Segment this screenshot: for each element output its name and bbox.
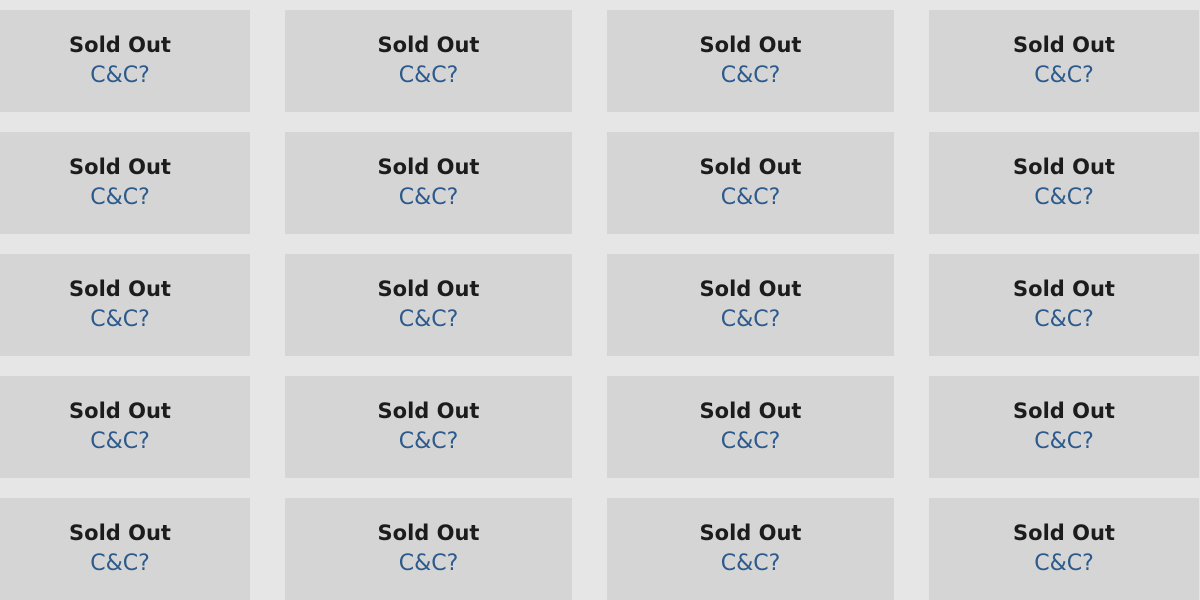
availability-tile[interactable]: Sold Out C&C? bbox=[0, 132, 250, 234]
sold-out-label: Sold Out bbox=[69, 399, 171, 423]
availability-tile[interactable]: Sold Out C&C? bbox=[285, 10, 572, 112]
sold-out-label: Sold Out bbox=[377, 521, 480, 545]
click-and-collect-link[interactable]: C&C? bbox=[398, 551, 459, 576]
availability-tile[interactable]: Sold Out C&C? bbox=[607, 498, 894, 600]
sold-out-label: Sold Out bbox=[377, 33, 480, 57]
availability-tile[interactable]: Sold Out C&C? bbox=[285, 132, 572, 234]
click-and-collect-link[interactable]: C&C? bbox=[90, 551, 150, 576]
click-and-collect-link[interactable]: C&C? bbox=[720, 429, 781, 454]
availability-tile[interactable]: Sold Out C&C? bbox=[929, 376, 1199, 478]
click-and-collect-link[interactable]: C&C? bbox=[720, 63, 781, 88]
sold-out-label: Sold Out bbox=[1013, 155, 1115, 179]
click-and-collect-link[interactable]: C&C? bbox=[1034, 429, 1094, 454]
sold-out-label: Sold Out bbox=[699, 155, 802, 179]
availability-tile[interactable]: Sold Out C&C? bbox=[285, 254, 572, 356]
sold-out-label: Sold Out bbox=[377, 155, 480, 179]
sold-out-label: Sold Out bbox=[69, 521, 171, 545]
sold-out-label: Sold Out bbox=[699, 33, 802, 57]
click-and-collect-link[interactable]: C&C? bbox=[720, 185, 781, 210]
sold-out-label: Sold Out bbox=[1013, 521, 1115, 545]
click-and-collect-link[interactable]: C&C? bbox=[90, 185, 150, 210]
click-and-collect-link[interactable]: C&C? bbox=[398, 63, 459, 88]
click-and-collect-link[interactable]: C&C? bbox=[720, 307, 781, 332]
click-and-collect-link[interactable]: C&C? bbox=[90, 429, 150, 454]
click-and-collect-link[interactable]: C&C? bbox=[90, 63, 150, 88]
click-and-collect-link[interactable]: C&C? bbox=[1034, 307, 1094, 332]
availability-tile[interactable]: Sold Out C&C? bbox=[285, 498, 572, 600]
availability-tile[interactable]: Sold Out C&C? bbox=[929, 132, 1199, 234]
availability-tile[interactable]: Sold Out C&C? bbox=[607, 10, 894, 112]
sold-out-label: Sold Out bbox=[377, 277, 480, 301]
availability-tile[interactable]: Sold Out C&C? bbox=[929, 254, 1199, 356]
click-and-collect-link[interactable]: C&C? bbox=[398, 429, 459, 454]
click-and-collect-link[interactable]: C&C? bbox=[90, 307, 150, 332]
sold-out-label: Sold Out bbox=[377, 399, 480, 423]
sold-out-label: Sold Out bbox=[1013, 399, 1115, 423]
click-and-collect-link[interactable]: C&C? bbox=[398, 185, 459, 210]
click-and-collect-link[interactable]: C&C? bbox=[720, 551, 781, 576]
sold-out-label: Sold Out bbox=[699, 521, 802, 545]
sold-out-label: Sold Out bbox=[69, 277, 171, 301]
sold-out-label: Sold Out bbox=[1013, 277, 1115, 301]
availability-tile[interactable]: Sold Out C&C? bbox=[607, 376, 894, 478]
availability-tile[interactable]: Sold Out C&C? bbox=[929, 498, 1199, 600]
availability-tile[interactable]: Sold Out C&C? bbox=[285, 376, 572, 478]
availability-tile[interactable]: Sold Out C&C? bbox=[0, 376, 250, 478]
click-and-collect-link[interactable]: C&C? bbox=[1034, 185, 1094, 210]
sold-out-label: Sold Out bbox=[699, 277, 802, 301]
sold-out-label: Sold Out bbox=[69, 33, 171, 57]
availability-tile[interactable]: Sold Out C&C? bbox=[929, 10, 1199, 112]
availability-tile[interactable]: Sold Out C&C? bbox=[0, 498, 250, 600]
click-and-collect-link[interactable]: C&C? bbox=[1034, 63, 1094, 88]
sold-out-label: Sold Out bbox=[699, 399, 802, 423]
availability-tile[interactable]: Sold Out C&C? bbox=[607, 254, 894, 356]
click-and-collect-link[interactable]: C&C? bbox=[1034, 551, 1094, 576]
availability-tile[interactable]: Sold Out C&C? bbox=[0, 254, 250, 356]
availability-tile[interactable]: Sold Out C&C? bbox=[607, 132, 894, 234]
click-and-collect-link[interactable]: C&C? bbox=[398, 307, 459, 332]
sold-out-label: Sold Out bbox=[1013, 33, 1115, 57]
sold-out-label: Sold Out bbox=[69, 155, 171, 179]
availability-tile[interactable]: Sold Out C&C? bbox=[0, 10, 250, 112]
